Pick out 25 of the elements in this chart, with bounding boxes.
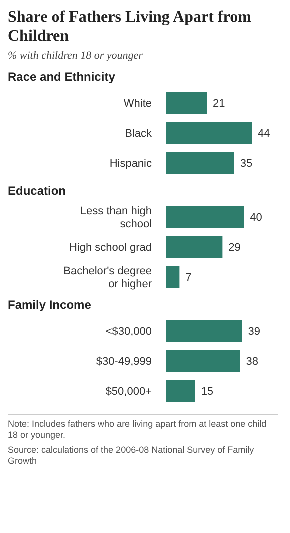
source-note: Source: calculations of the 2006-08 National Survey of Family Growth <box>8 445 256 467</box>
y-tick-label: Black <box>125 128 152 140</box>
text: Note: Includes fathers who are living apart from at least one child 18 or younger. <box>8 419 268 441</box>
y-axis-title: Race and Ethnicity <box>7 70 116 84</box>
data-label: 35 <box>240 158 253 170</box>
data-label: 29 <box>228 242 241 254</box>
y-tick-label: White <box>124 98 152 110</box>
data-label: 40 <box>250 212 262 224</box>
y-tick-label: High school grad <box>69 242 152 254</box>
data-label: 38 <box>246 356 259 368</box>
chart-title: Share of Fathers Living Apart from Children <box>7 8 252 46</box>
y-tick-label: Hispanic <box>110 158 152 170</box>
y-tick-label: $30-49,999 <box>96 356 152 368</box>
y-tick-label: Bachelor's degree or higher <box>64 266 152 290</box>
y-tick-label: $50,000+ <box>106 386 152 398</box>
data-label: 7 <box>186 272 192 284</box>
text: % with children 18 or younger <box>7 50 144 62</box>
data-label: 44 <box>258 128 270 140</box>
y-tick-label: <$30,000 <box>106 326 152 338</box>
data-label: 39 <box>248 326 260 338</box>
y-tick-label: Less than high school <box>80 206 152 230</box>
y-axis-title: Family Income <box>7 298 92 312</box>
y-axis-title: Education <box>7 184 68 198</box>
data-label: 21 <box>213 98 226 110</box>
data-label: 15 <box>201 386 214 398</box>
